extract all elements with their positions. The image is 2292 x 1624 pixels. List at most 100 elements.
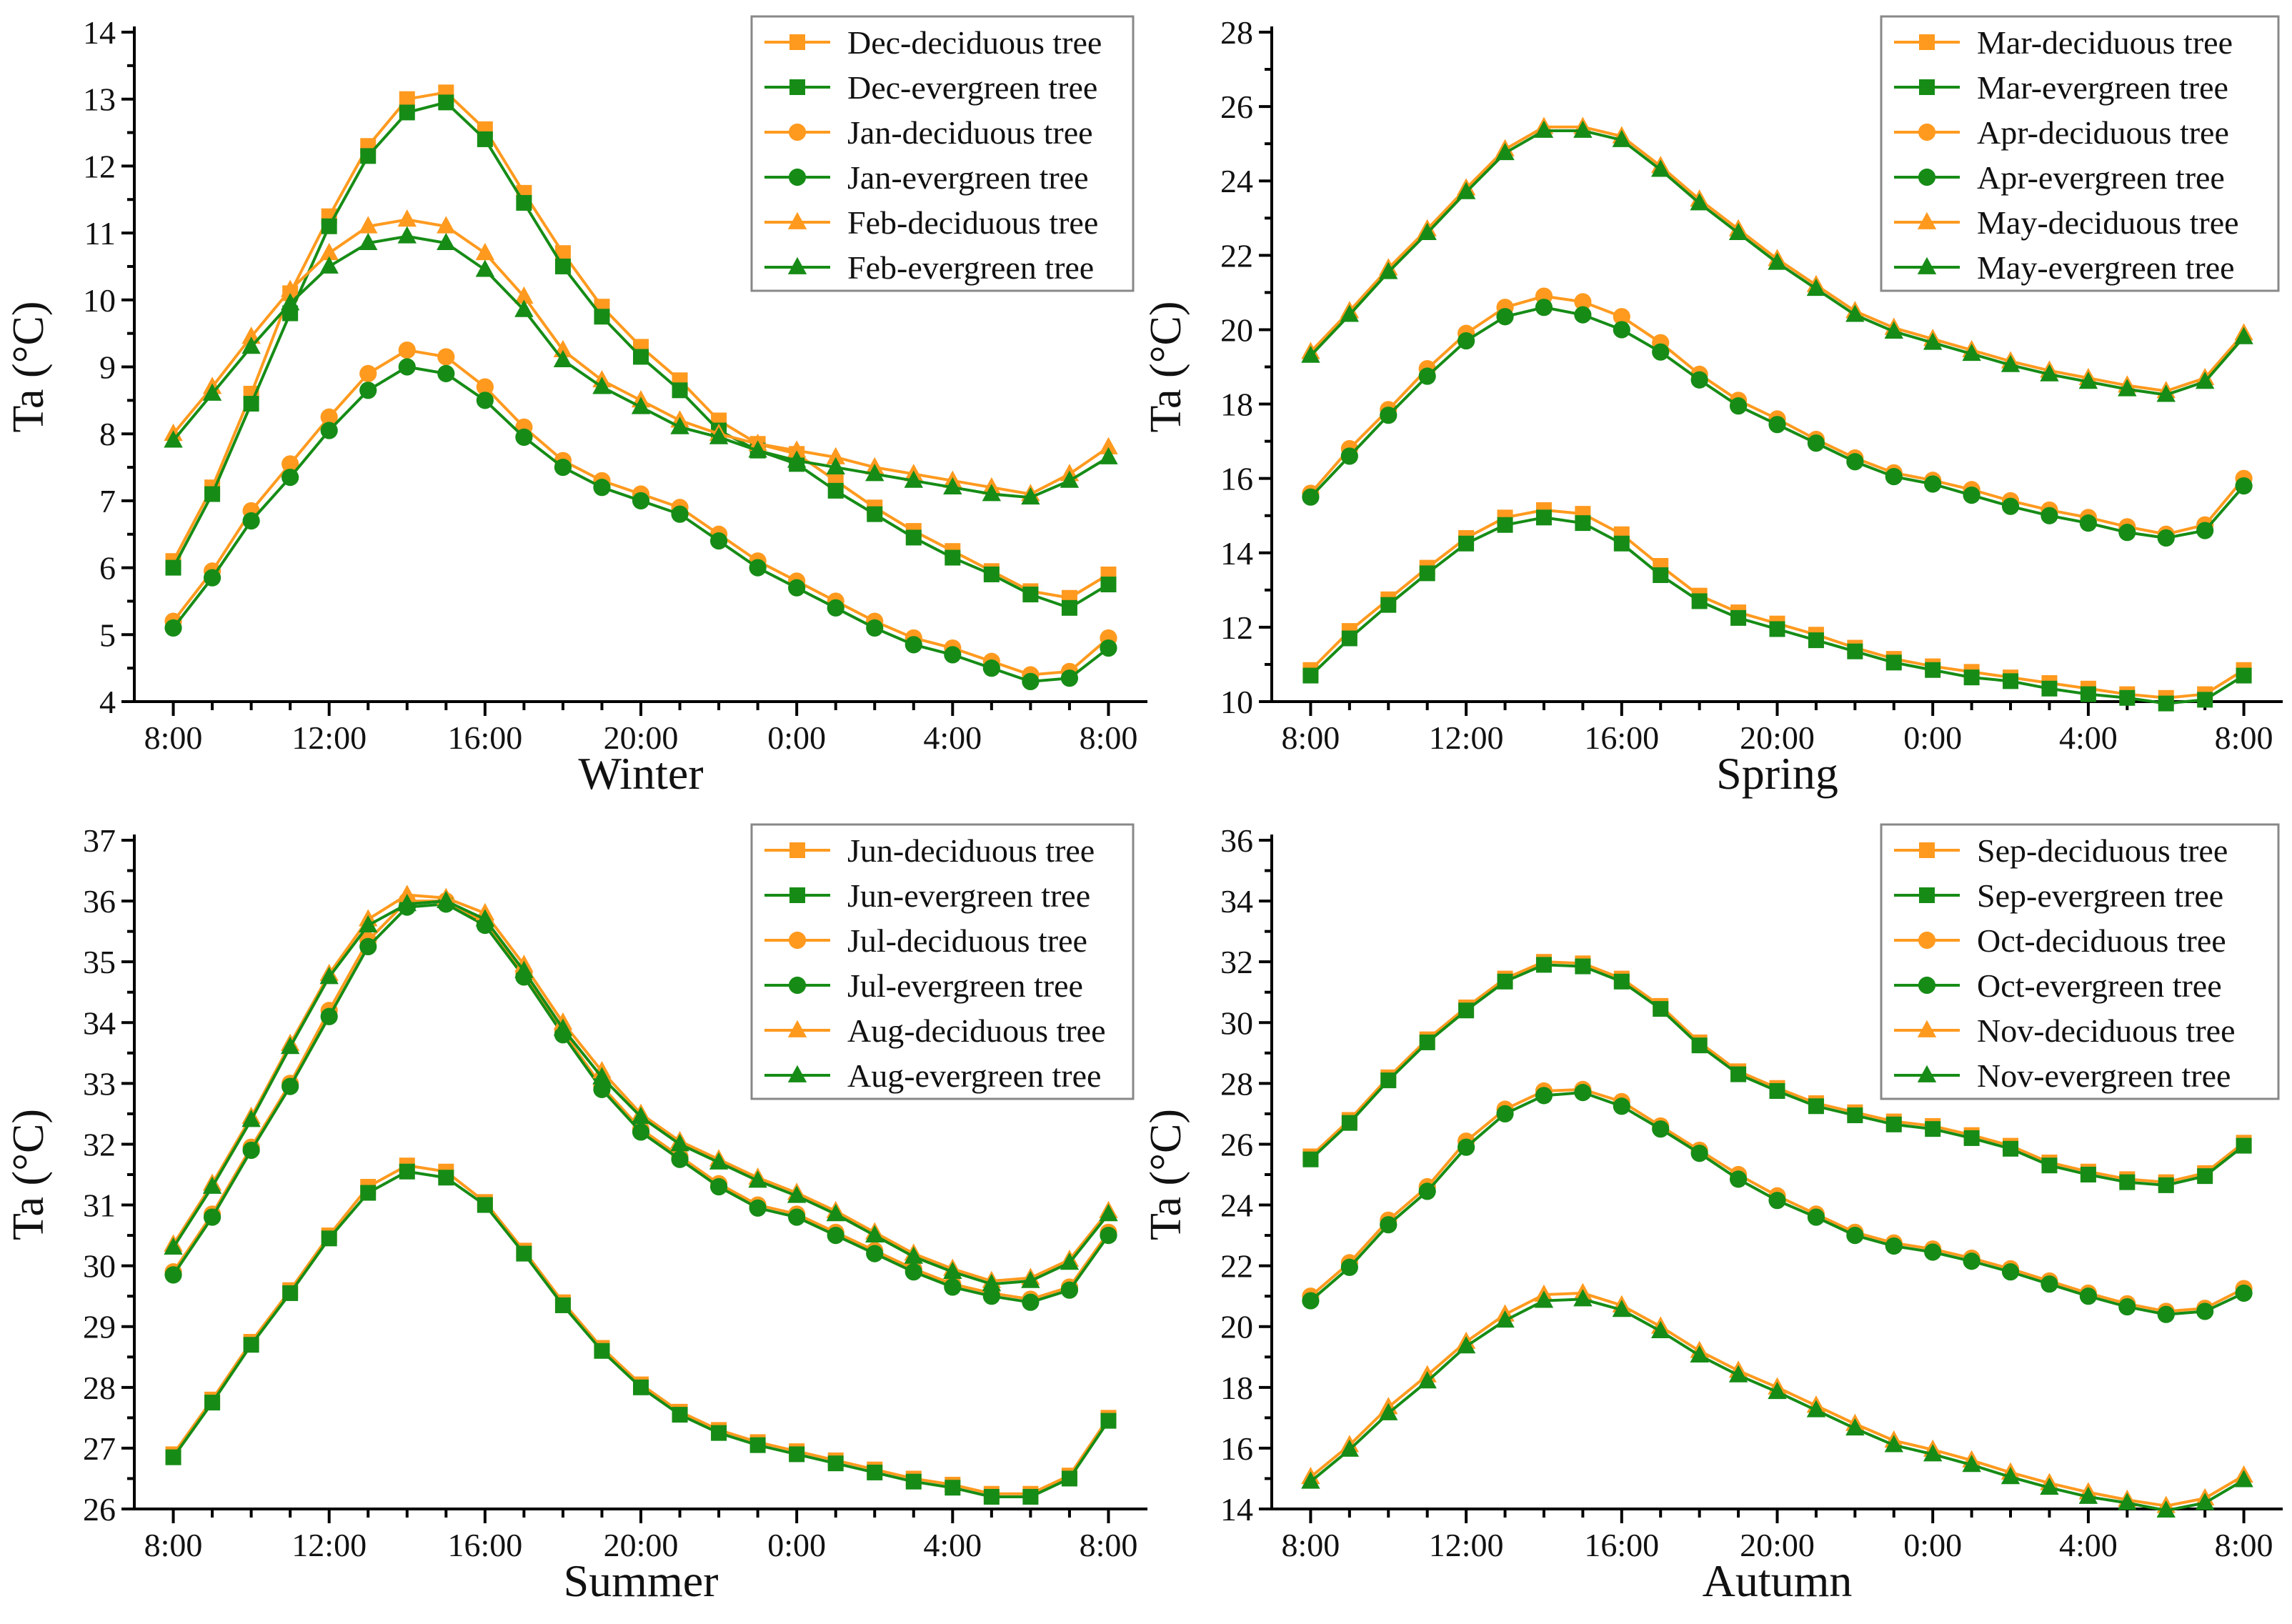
- marker-triangle: [1301, 345, 1320, 363]
- x-tick-label: 8:00: [1080, 1527, 1138, 1563]
- legend-item: Mar-deciduous tree: [1894, 24, 2233, 61]
- legend-item: Jun-deciduous tree: [764, 832, 1095, 869]
- y-tick-label: 10: [1220, 684, 1253, 720]
- marker-square: [2041, 1157, 2058, 1174]
- marker-triangle: [553, 1018, 573, 1036]
- x-tick-label: 20:00: [1740, 719, 1815, 756]
- marker-triangle: [475, 909, 495, 927]
- y-tick-label: 35: [83, 944, 116, 980]
- legend-item: Sep-evergreen tree: [1894, 877, 2223, 914]
- x-tick-label: 8:00: [144, 719, 203, 756]
- marker-triangle: [1845, 1418, 1865, 1436]
- marker-circle: [203, 569, 221, 587]
- marker-triangle: [359, 216, 378, 234]
- marker-triangle: [2040, 364, 2059, 382]
- marker-square: [1919, 887, 1935, 903]
- marker-triangle: [475, 259, 495, 277]
- legend-item: Aug-evergreen tree: [764, 1057, 1101, 1094]
- y-tick-label: 24: [1220, 1187, 1253, 1224]
- marker-triangle: [1917, 1020, 1937, 1037]
- marker-circle: [1380, 1216, 1397, 1234]
- marker-triangle: [592, 1067, 612, 1085]
- y-tick-label: 28: [1220, 1065, 1253, 1102]
- series-line: [1310, 516, 2245, 705]
- legend-item: Feb-deciduous tree: [764, 204, 1098, 241]
- marker-circle: [827, 599, 844, 617]
- legend-box: [750, 823, 1135, 1100]
- marker-triangle: [2195, 372, 2215, 389]
- marker-circle: [164, 619, 182, 637]
- marker-triangle: [1651, 159, 1670, 177]
- marker-triangle: [2000, 1467, 2021, 1485]
- marker-square: [1653, 1001, 1669, 1017]
- marker-square: [983, 1488, 1000, 1505]
- series-mar-evergreen-tree: [1302, 509, 2252, 712]
- y-axis-title: Ta (°C): [4, 1109, 53, 1240]
- y-tick-label: 22: [1220, 237, 1253, 274]
- marker-square: [1919, 34, 1935, 50]
- marker-circle: [1535, 1087, 1553, 1105]
- marker-circle: [827, 1226, 844, 1245]
- marker-circle: [164, 1266, 182, 1284]
- marker-square: [594, 309, 610, 325]
- marker-circle: [359, 364, 377, 382]
- marker-triangle: [2078, 1486, 2098, 1504]
- legend-item: Apr-deciduous tree: [1894, 114, 2229, 151]
- x-tick-label: 16:00: [1584, 719, 1659, 756]
- x-tick-label: 4:00: [923, 1527, 982, 1563]
- marker-triangle: [787, 1065, 807, 1082]
- marker-square: [1885, 1116, 1902, 1132]
- marker-square: [789, 887, 805, 903]
- marker-square: [1769, 1083, 1785, 1099]
- marker-square: [165, 559, 181, 576]
- marker-triangle: [1728, 1365, 1748, 1383]
- marker-triangle: [241, 337, 261, 354]
- legend-item: Jul-evergreen tree: [764, 967, 1083, 1004]
- marker-circle: [788, 1208, 806, 1226]
- marker-triangle: [982, 1273, 1002, 1292]
- marker-triangle: [2078, 372, 2098, 389]
- marker-triangle: [1962, 343, 1981, 362]
- marker-circle: [1574, 1084, 1592, 1102]
- legend-label: Mar-evergreen tree: [1977, 69, 2228, 106]
- marker-triangle: [437, 890, 456, 908]
- y-tick-label: 8: [99, 416, 116, 452]
- marker-triangle: [1806, 278, 1826, 297]
- marker-square: [1691, 1037, 1708, 1054]
- marker-triangle: [1690, 193, 1709, 211]
- marker-triangle: [397, 894, 417, 912]
- series-may-evergreen-tree: [1301, 120, 2253, 402]
- marker-circle: [2001, 1263, 2020, 1281]
- marker-circle: [788, 579, 806, 597]
- marker-triangle: [514, 286, 534, 304]
- marker-triangle: [1534, 120, 1554, 138]
- marker-square: [2197, 692, 2213, 708]
- marker-triangle: [475, 242, 495, 261]
- x-tick-label: 8:00: [2215, 719, 2273, 756]
- marker-circle: [788, 976, 807, 995]
- marker-square: [1919, 842, 1935, 858]
- legend-label: Sep-deciduous tree: [1977, 832, 2228, 869]
- marker-circle: [1690, 371, 1708, 389]
- legend-label: Oct-evergreen tree: [1977, 967, 2222, 1004]
- x-axis-title: Winter: [578, 748, 703, 799]
- marker-square: [1808, 1098, 1824, 1115]
- marker-triangle: [164, 1237, 183, 1255]
- marker-circle: [593, 1080, 611, 1098]
- marker-circle: [320, 422, 338, 439]
- series-nov-evergreen-tree: [1301, 1289, 2253, 1518]
- marker-square: [1575, 515, 1591, 532]
- marker-circle: [1535, 299, 1553, 317]
- marker-square: [1730, 1066, 1747, 1082]
- marker-circle: [242, 512, 260, 530]
- marker-square: [672, 1407, 688, 1423]
- marker-square: [1497, 517, 1513, 533]
- legend-label: Feb-deciduous tree: [847, 204, 1098, 241]
- marker-circle: [1652, 343, 1670, 361]
- marker-circle: [788, 168, 807, 186]
- marker-square: [1497, 973, 1513, 990]
- marker-triangle: [1456, 1336, 1476, 1354]
- x-tick-label: 12:00: [292, 719, 367, 756]
- marker-circle: [1885, 467, 1903, 486]
- legend-label: Apr-evergreen tree: [1977, 159, 2225, 196]
